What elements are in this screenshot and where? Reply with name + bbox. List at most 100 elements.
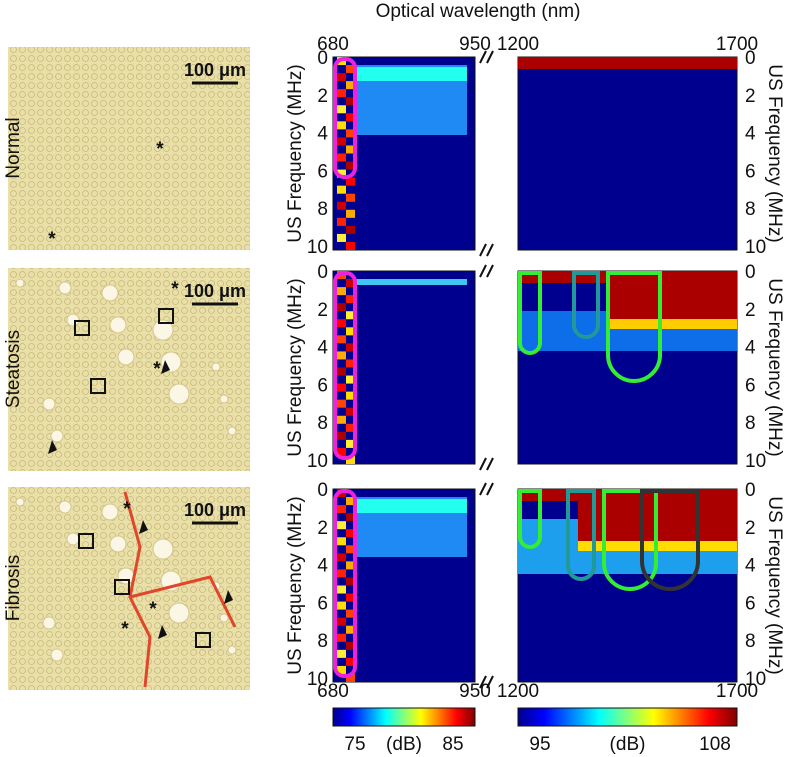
arrowhead — [158, 625, 167, 639]
y-tick-label: 2 — [745, 518, 756, 539]
y-tick-label: 10 — [307, 237, 328, 258]
arrowhead — [224, 590, 233, 604]
outline — [333, 489, 357, 678]
y-tick-label: 6 — [317, 593, 328, 614]
y-tick-label: 0 — [745, 48, 756, 69]
row-label: Fibrosis — [3, 555, 24, 622]
collagen-strand — [123, 491, 237, 688]
marker: * — [48, 229, 56, 250]
outline — [566, 489, 596, 581]
heatmap-cell — [337, 233, 346, 242]
heatmap-cell — [337, 287, 346, 296]
marker: * — [149, 599, 157, 620]
colorbar — [517, 707, 738, 727]
heatmap-cell — [346, 545, 355, 554]
heatmap-cell — [346, 359, 355, 368]
fat-vacuole — [227, 645, 237, 655]
outline — [640, 489, 700, 591]
colorbar-min: 95 — [529, 734, 550, 755]
y-tick-label: 10 — [307, 451, 328, 472]
heatmap-cell — [337, 217, 346, 226]
heatmap-cell — [337, 399, 346, 408]
heatmap-cell — [346, 497, 355, 506]
y-tick-label: 0 — [317, 262, 328, 283]
heatmap-cell — [346, 327, 355, 336]
heatmap-cell — [346, 225, 355, 234]
y-tick-label: 4 — [745, 338, 756, 359]
arrowhead — [48, 440, 57, 454]
heatmap-cell — [346, 407, 355, 416]
heatmap-cell — [337, 105, 346, 114]
colorbar — [332, 707, 476, 727]
heatmap-cell — [346, 311, 355, 320]
colorbar-max: 108 — [699, 734, 731, 755]
heatmap-band — [608, 319, 737, 329]
y-tick-label: 6 — [317, 375, 328, 396]
arrowhead — [139, 520, 148, 534]
y-tick-label: 4 — [317, 556, 328, 577]
x-tick-label: 950 — [459, 34, 491, 55]
heatmap-cell — [337, 521, 346, 530]
heatmap-cell — [346, 209, 355, 218]
heatmap-cell — [346, 423, 355, 432]
row-label: Steatosis — [3, 330, 24, 408]
colorbar-unit: (dB) — [386, 734, 422, 755]
heatmap-cell — [346, 241, 355, 250]
heatmap-cell — [337, 431, 346, 440]
heatmap-cell — [346, 657, 355, 666]
heatmap-cell — [346, 593, 355, 602]
x-tick-label: 680 — [317, 34, 349, 55]
y-tick-label: 2 — [317, 300, 328, 321]
x-tick-label: 1200 — [497, 681, 539, 702]
heatmap-cell — [337, 633, 346, 642]
heatmap-cell — [337, 89, 346, 98]
y-tick-label: 8 — [745, 413, 756, 434]
y-tick-label: 4 — [745, 556, 756, 577]
heatmap-cell — [337, 169, 346, 178]
y-tick-label: 0 — [745, 480, 756, 501]
heatmap-cell — [346, 513, 355, 522]
heatmap-cell — [346, 375, 355, 384]
heatmap-cell — [337, 569, 346, 578]
heatmap-cell — [337, 121, 346, 130]
x-tick-label: 1700 — [716, 681, 758, 702]
heatmap-cell — [346, 625, 355, 634]
x-tick-label: 950 — [459, 681, 491, 702]
x-tick-label: 1700 — [716, 34, 758, 55]
heatmap-cell — [346, 279, 355, 288]
heatmap-cell — [346, 343, 355, 352]
fat-vacuole — [152, 319, 174, 341]
heatmap-cell — [337, 649, 346, 658]
heatmap-cell — [346, 193, 355, 202]
heatmap-cell — [346, 577, 355, 586]
fat-vacuole — [42, 397, 56, 411]
marker: * — [121, 619, 129, 640]
heatmap-cell — [346, 113, 355, 122]
scale-bar-label: 100 μm — [184, 281, 246, 301]
y-tick-label: 0 — [317, 48, 328, 69]
fat-vacuole — [58, 281, 72, 295]
histology-image — [8, 47, 250, 250]
outline — [572, 271, 600, 339]
fat-vacuole — [101, 284, 119, 302]
x-tick-label: 680 — [317, 681, 349, 702]
y-title: US Frequency (MHz) — [285, 496, 306, 674]
y-tick-label: 8 — [317, 199, 328, 220]
fat-vacuole — [101, 503, 119, 521]
heatmap-cell — [337, 585, 346, 594]
fat-vacuole — [109, 316, 127, 334]
y-title: US Frequency (MHz) — [764, 496, 785, 674]
roi-box — [195, 632, 211, 648]
y-title: US Frequency (MHz) — [764, 278, 785, 456]
x-tick-label: 1200 — [497, 34, 539, 55]
colorbar-max: 85 — [442, 734, 463, 755]
fat-vacuole — [58, 500, 72, 514]
marker: * — [123, 499, 131, 520]
fat-vacuole — [211, 362, 221, 372]
y-tick-label: 10 — [745, 669, 766, 690]
y-tick-label: 2 — [745, 86, 756, 107]
heatmap-cell — [337, 137, 346, 146]
heatmap-cell — [337, 553, 346, 562]
heatmap-cell — [346, 561, 355, 570]
y-title: US Frequency (MHz) — [285, 64, 306, 242]
